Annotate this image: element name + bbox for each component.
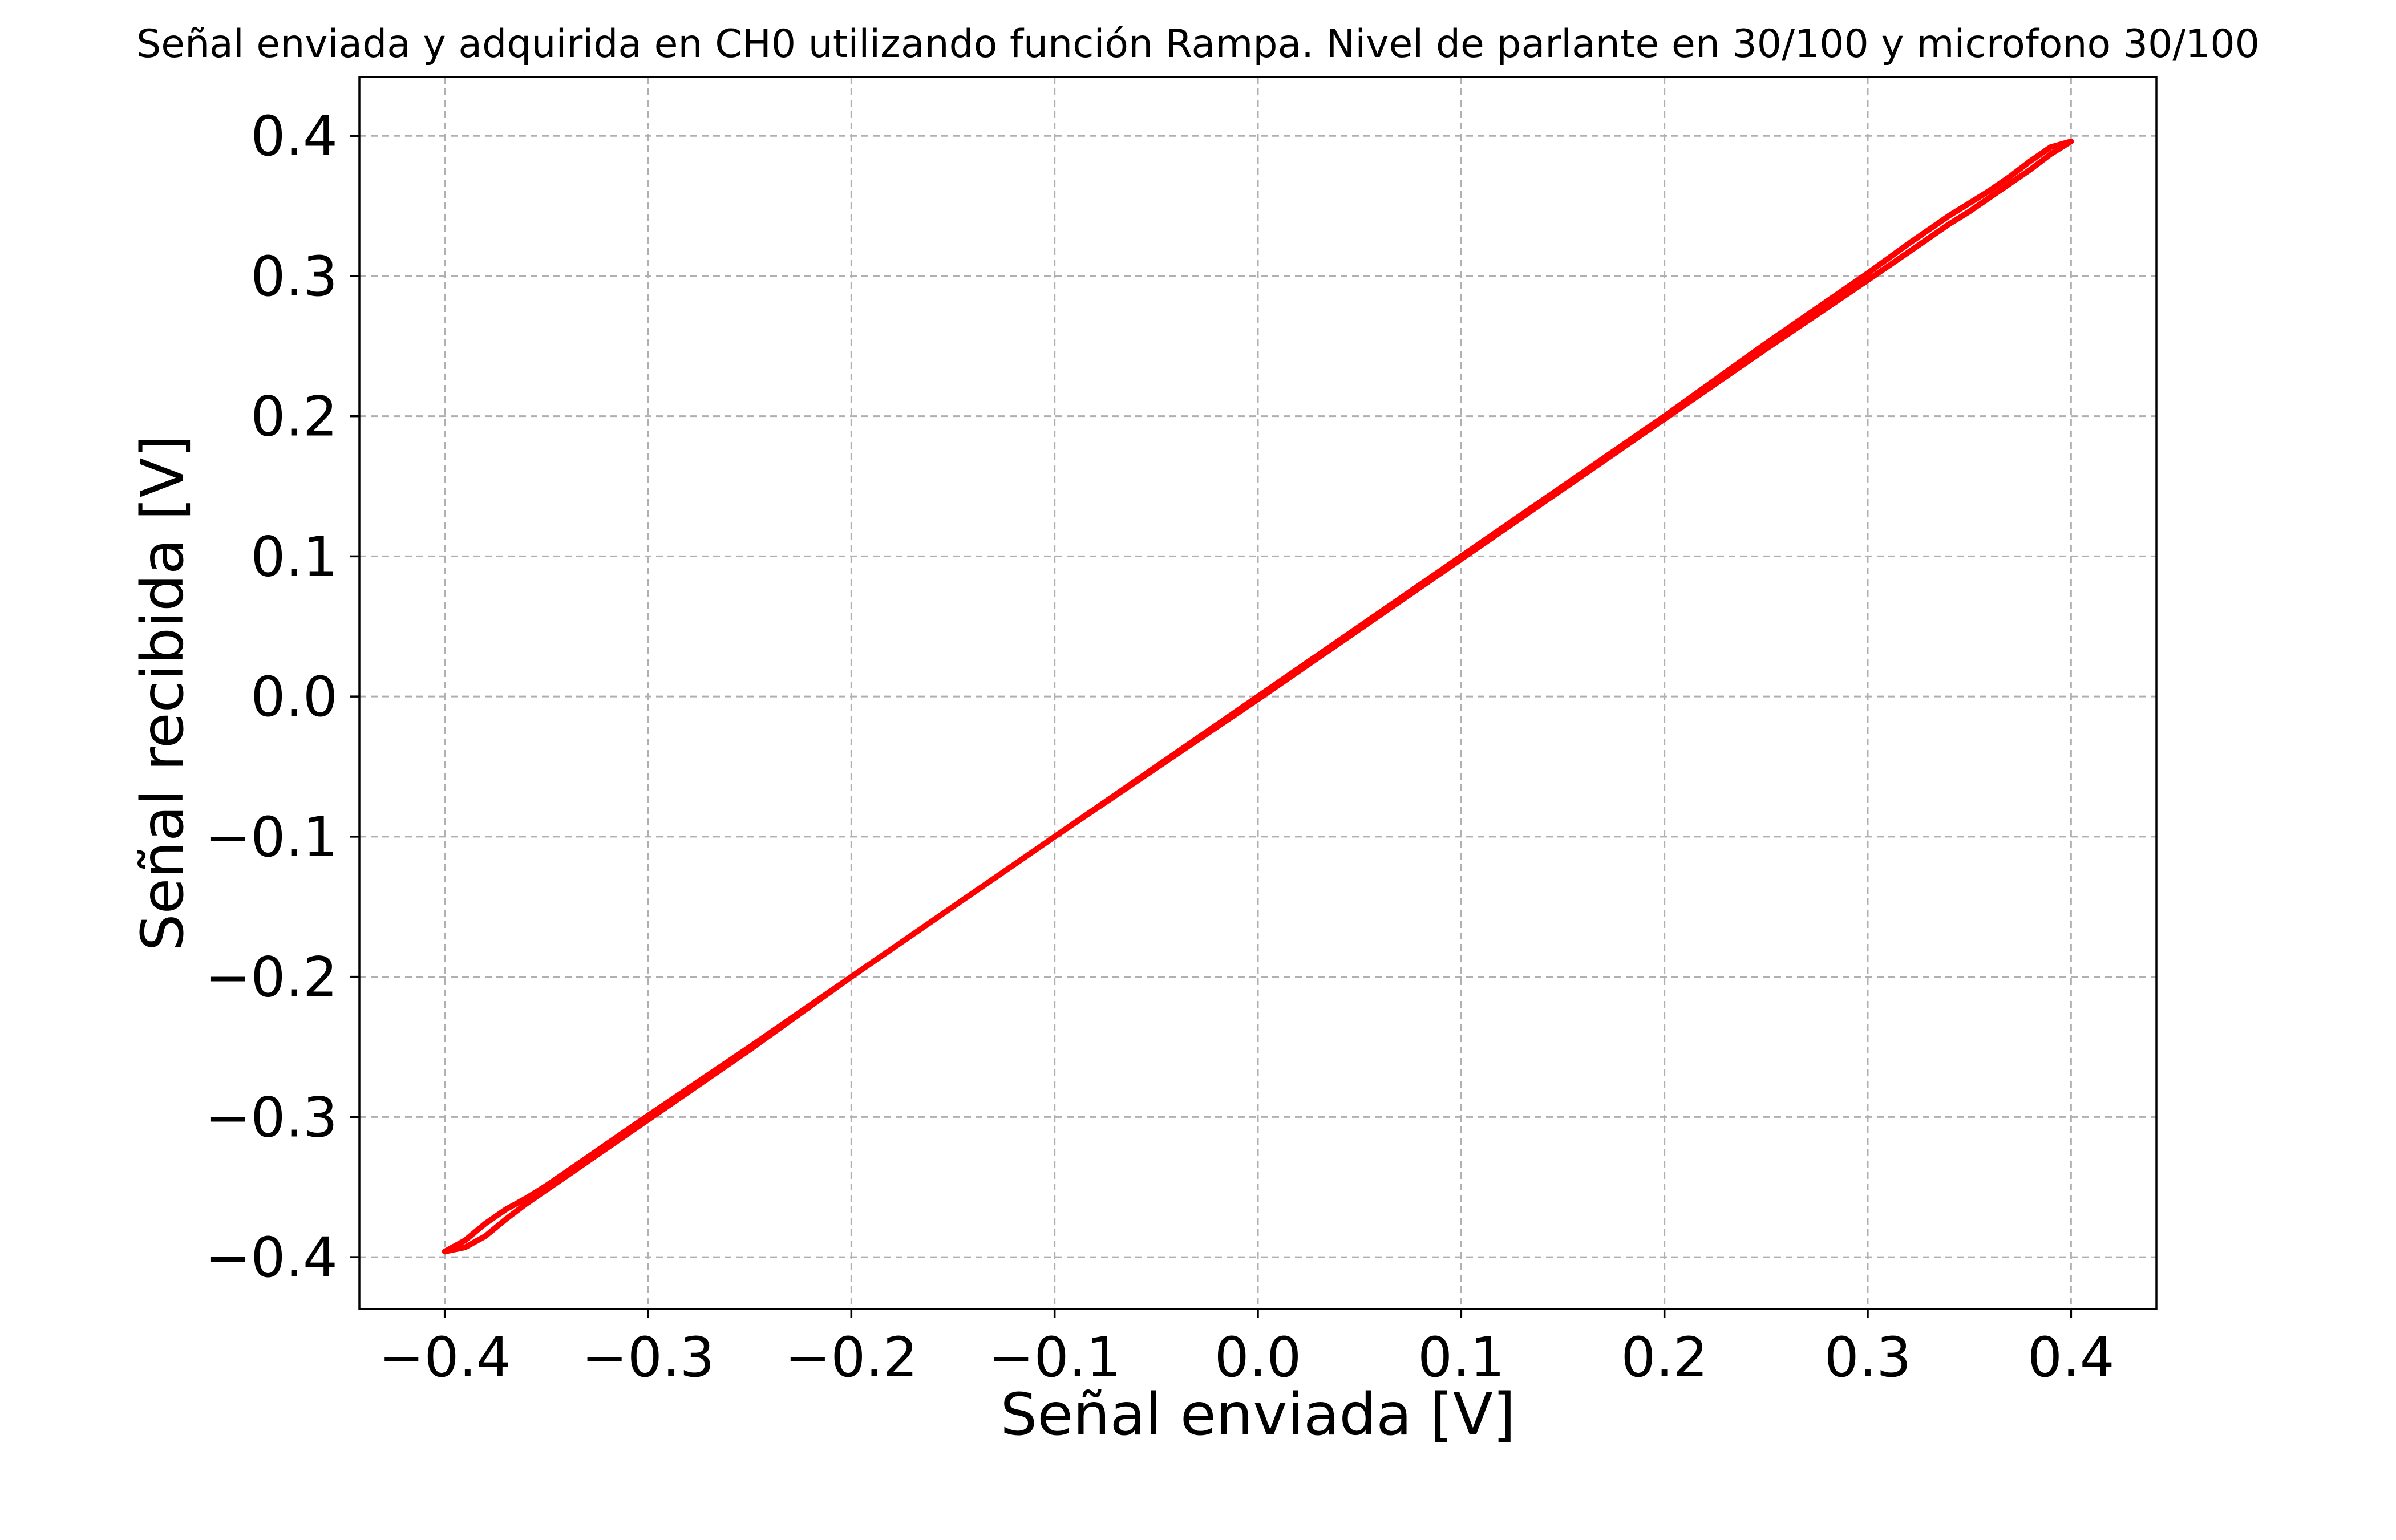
y-tick-label: −0.4	[205, 1226, 338, 1290]
x-tick-label: −0.2	[785, 1326, 918, 1389]
x-tick-label: 0.0	[1215, 1326, 1302, 1389]
y-tick-label: 0.0	[250, 665, 338, 729]
y-tick-label: −0.1	[205, 805, 338, 869]
y-tick-label: −0.3	[205, 1085, 338, 1149]
x-axis-label: Señal enviada [V]	[1000, 1381, 1515, 1449]
series-line	[442, 139, 2074, 1255]
y-tick-label: 0.4	[250, 104, 338, 168]
x-tick-label: 0.2	[1621, 1326, 1708, 1389]
x-tick-label: −0.1	[988, 1326, 1121, 1389]
x-axis-ticks: −0.4 −0.3 −0.2 −0.1 0.0 0.1 0.2 0.3 0.4	[378, 1309, 2115, 1389]
x-tick-label: −0.4	[378, 1326, 511, 1389]
x-tick-label: 0.3	[1824, 1326, 1912, 1389]
plot-series	[442, 139, 2074, 1255]
x-tick-label: 0.4	[2027, 1326, 2115, 1389]
y-axis-label: Señal recibida [V]	[129, 435, 197, 951]
x-tick-label: −0.3	[581, 1326, 714, 1389]
y-tick-label: 0.1	[250, 525, 338, 589]
y-tick-label: 0.3	[250, 245, 338, 309]
x-tick-label: 0.1	[1418, 1326, 1505, 1389]
chart-title: Señal enviada y adquirida en CH0 utiliza…	[136, 22, 2260, 67]
y-tick-label: 0.2	[250, 385, 338, 449]
y-tick-label: −0.2	[205, 946, 338, 1010]
y-axis-ticks: −0.4 −0.3 −0.2 −0.1 0.0 0.1 0.2 0.3 0.4	[205, 104, 359, 1290]
